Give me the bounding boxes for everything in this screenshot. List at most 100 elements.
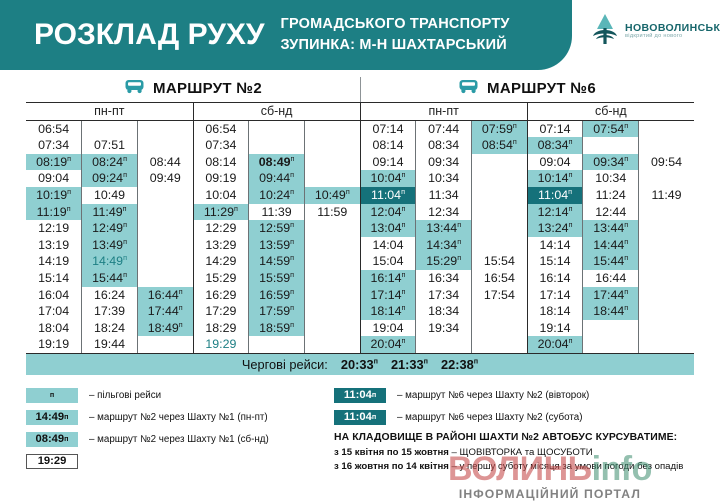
schedule-time-cell: 10:34 [415, 170, 472, 187]
schedule-empty-cell [303, 120, 361, 138]
schedule-time-cell: 12:59п [248, 220, 305, 237]
schedule-time-cell: 13:59п [248, 236, 305, 254]
legend-left-column: п – пільгові рейси 14:49 п – маршрут №2 ч… [26, 387, 326, 476]
header-subtitle: ГРОМАДСЬКОГО ТРАНСПОРТУ ЗУПИНКА: М-Н ШАХ… [281, 14, 510, 56]
schedule-time-cell: 16:34 [415, 269, 472, 287]
schedule-time-cell: 17:04 [38, 304, 70, 319]
schedule-empty-cell [248, 336, 305, 354]
schedule-time-cell: 18:14 [526, 303, 583, 320]
bus-icon [458, 79, 479, 98]
schedule-time-cell: 14:19 [38, 254, 70, 269]
table-row: 17:04 17:39 17:44п 17:29 17:59п 18:14п 18:34 18… [26, 303, 694, 320]
schedule-time-cell: 11:29п [192, 203, 249, 221]
schedule-time-cell: 17:54 [471, 286, 528, 304]
schedule-empty-cell [471, 170, 528, 187]
city-logo: НОВОВОЛИНСЬК відкритий до нового [592, 12, 720, 51]
schedule-empty-cell [303, 153, 361, 171]
legend-item-r2-weekend: 08:49 п – маршрут №2 через Шахту №1 (сб-н… [26, 431, 326, 447]
legend-item-r6-saturday: 11:04 п – маршрут №6 через Шахту №2 (субо… [334, 409, 694, 425]
schedule-time-cell: 11:34 [415, 186, 472, 204]
schedule-empty-cell [638, 253, 694, 270]
schedule-time-cell: 07:54п [582, 120, 639, 138]
schedule-empty-cell [471, 186, 528, 204]
schedule-empty-cell [81, 120, 138, 138]
schedule-time-cell: 10:24п [248, 186, 305, 204]
schedule-time-cell: 15:29 [192, 269, 249, 287]
schedule-empty-cell [136, 120, 194, 138]
schedule-time-cell: 17:59п [248, 303, 305, 320]
schedule-time-cell: 14:14 [526, 236, 583, 254]
schedule-empty-cell [303, 137, 361, 154]
schedule-empty-cell [303, 286, 361, 304]
schedule-empty-cell [303, 303, 361, 320]
schedule-time-cell: 15:44п [582, 253, 639, 270]
logo-text: НОВОВОЛИНСЬК відкритий до нового [625, 23, 720, 40]
table-row: 13:19 13:49п 13:29 13:59п 14:04 14:34п 14:14 14… [26, 236, 694, 254]
schedule-time-cell: 14:59п [248, 253, 305, 270]
schedule-time-cell: 16:54 [471, 269, 528, 287]
schedule-time-cell: 16:04 [38, 287, 70, 302]
schedule-time-cell: 08:14 [359, 137, 416, 154]
legend-chip: 14:49 п [26, 409, 78, 425]
schedule-time-cell: 13:19 [38, 237, 70, 252]
schedule-time-cell: 08:24п [81, 153, 138, 171]
schedule-time-cell: 18:49п [136, 319, 194, 337]
schedule-empty-cell [136, 220, 194, 237]
schedule-time-cell: 18:44п [582, 303, 639, 320]
schedule-empty-cell [638, 303, 694, 320]
schedule-time-cell: 07:34 [192, 137, 249, 154]
schedule-time-cell: 07:14 [526, 120, 583, 138]
table-row: 07:34 07:51 07:34 08:14 08:34 08:54п 08:34п [26, 137, 694, 154]
schedule-time-cell: 09:04 [526, 153, 583, 171]
legend-text: – маршрут №2 через Шахту №1 (сб-нд) [89, 433, 269, 445]
schedule-table: пн-пт сб-нд пн-пт сб-нд 06:54 06:54 07:14 0… [26, 102, 694, 354]
schedule-empty-cell [582, 336, 639, 354]
schedule-empty-cell [303, 170, 361, 187]
table-row: 19:19 19:44 19:29 20:04п 20:04п [26, 336, 694, 354]
schedule-time-cell: 12:04п [359, 203, 416, 221]
schedule-empty-cell [303, 336, 361, 354]
schedule-time-cell: 08:34п [526, 137, 583, 154]
schedule-time-cell: 09:54 [638, 153, 694, 171]
legend-text: – маршрут №6 через Шахту №2 (субота) [397, 411, 583, 423]
schedule-time-cell: 17:14 [526, 286, 583, 304]
schedule-empty-cell [303, 319, 361, 337]
schedule-time-cell: 12:29 [192, 220, 249, 237]
legend-chip: п [26, 387, 78, 403]
schedule-empty-cell [136, 336, 194, 354]
duty-label: Чергові рейси: [241, 356, 328, 372]
schedule-time-cell: 15:04 [359, 253, 416, 270]
schedule-time-cell: 11:24 [582, 186, 639, 204]
schedule-time-cell: 10:14п [526, 170, 583, 187]
schedule-time-cell: 17:44п [136, 303, 194, 320]
schedule-time-cell: 16:29 [192, 286, 249, 304]
bus-icon [124, 79, 145, 98]
schedule-time-cell: 09:34п [582, 153, 639, 171]
schedule-time-cell: 07:51 [81, 137, 138, 154]
notice-line-2-text: – у першу суботу місяця за умови погоди … [451, 461, 684, 473]
schedule-time-cell: 07:44 [415, 120, 472, 138]
route-divider [360, 77, 361, 103]
table-row: 11:19п 11:49п 11:29п 11:39 11:59 12:04п 12:34 1… [26, 203, 694, 221]
schedule-time-cell: 17:29 [192, 303, 249, 320]
schedule-empty-cell [638, 236, 694, 254]
legend: п – пільгові рейси 14:49 п – маршрут №2 ч… [0, 387, 720, 476]
schedule-table-wrap: пн-пт сб-нд пн-пт сб-нд 06:54 06:54 07:14 0… [0, 102, 720, 354]
table-row: 06:54 06:54 07:14 07:44 07:59п 07:14 07:54п [26, 120, 694, 138]
schedule-time-cell: 08:14 [192, 153, 249, 171]
schedule-time-cell: 08:49п [248, 153, 305, 171]
schedule-time-cell: 10:04п [359, 170, 416, 187]
schedule-time-cell: 19:29 [192, 336, 249, 354]
duty-time-3: 22:38п [441, 356, 479, 372]
duty-time-1: 20:33п [340, 356, 378, 372]
schedule-empty-cell [248, 137, 305, 154]
schedule-time-cell: 08:19п [26, 153, 82, 171]
schedule-time-cell: 16:24 [81, 286, 138, 304]
schedule-empty-cell [136, 236, 194, 254]
schedule-time-cell: 06:54 [192, 120, 249, 138]
schedule-time-cell: 20:04п [526, 336, 583, 354]
logo-city-name: НОВОВОЛИНСЬК [625, 22, 720, 35]
schedule-time-cell: 15:44п [81, 269, 138, 287]
schedule-time-cell: 12:49п [81, 220, 138, 237]
schedule-time-cell: 19:44 [81, 336, 138, 354]
